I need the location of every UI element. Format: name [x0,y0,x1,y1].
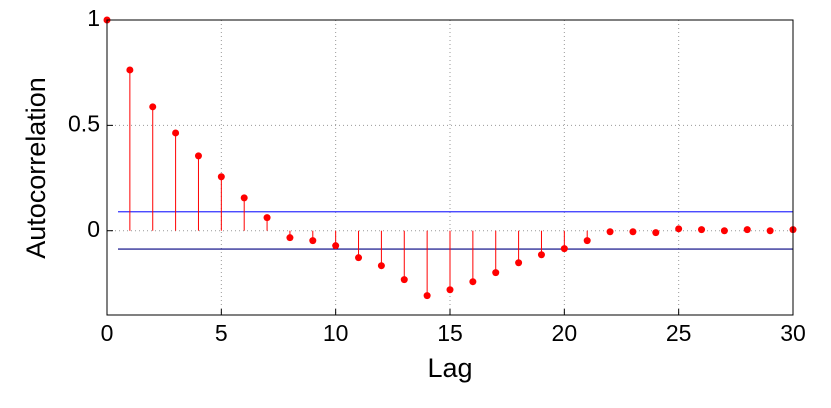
stem-marker [766,227,774,235]
stem-marker [194,152,202,160]
stem-marker [537,251,545,259]
axes-box [106,19,794,316]
stem-marker [446,286,454,294]
stem-marker [217,173,225,181]
stem-marker [583,237,591,245]
stem-marker [377,262,385,270]
y-tick-label: 0.5 [68,110,100,136]
stem-marker [743,226,751,234]
stem-marker [515,259,523,267]
stem-marker [560,245,568,253]
stem-marker [720,227,728,235]
stem-marker [698,226,706,234]
stem-marker [172,129,180,137]
x-tick-label: 5 [215,320,228,346]
stem-marker [149,103,157,111]
y-tick-label: 0 [87,216,100,242]
x-axis-label: Lag [427,353,472,383]
x-tick-label: 30 [780,320,806,346]
stem-marker [332,242,340,250]
x-tick-label: 20 [552,320,578,346]
x-tick-label: 0 [101,320,114,346]
stem-marker [469,278,477,286]
stem-marker [286,234,294,242]
stem-marker [423,292,431,300]
y-axis-label: Autocorrelation [21,77,51,259]
stem-marker [492,269,500,277]
y-tick-label: 1 [87,5,100,31]
stem-marker [240,194,248,202]
stem-marker [675,225,683,233]
stem-marker [309,237,317,245]
x-tick-label: 10 [323,320,349,346]
stem-marker [629,228,637,236]
stem-marker [355,254,363,262]
stem-marker [126,66,134,74]
stem-marker [606,228,614,236]
x-tick-label: 15 [437,320,463,346]
stem-marker [400,276,408,284]
x-tick-label: 25 [666,320,692,346]
stem-marker [263,214,271,222]
stem-marker [652,229,660,237]
